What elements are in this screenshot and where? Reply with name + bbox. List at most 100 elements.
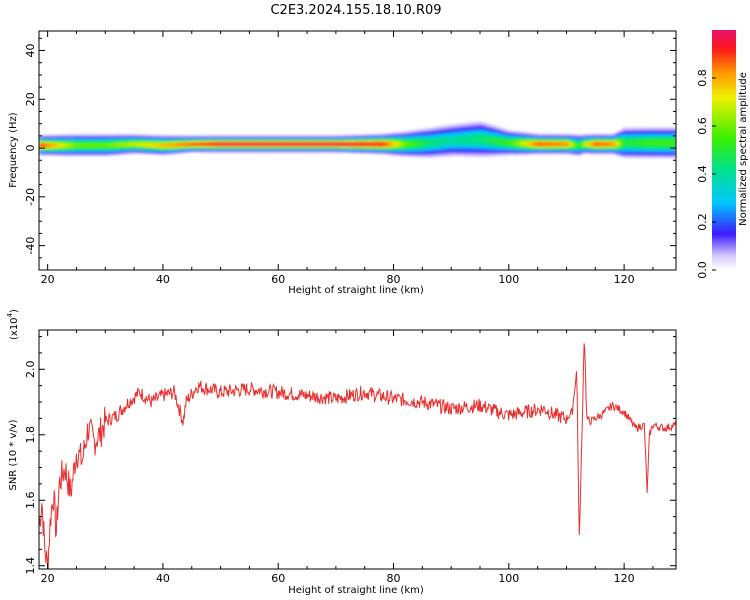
- heatmap-cell: [392, 150, 394, 153]
- heatmap-cell: [302, 144, 305, 147]
- heatmap-cell: [80, 136, 83, 138]
- heatmap-cell: [154, 146, 157, 149]
- heatmap-cell: [79, 153, 82, 156]
- heatmap-cell: [92, 135, 95, 137]
- heatmap-cell: [314, 145, 317, 148]
- heatmap-cell: [201, 144, 204, 147]
- heatmap-cell: [416, 148, 419, 151]
- heatmap-cell: [90, 148, 93, 151]
- heatmap-cell: [236, 138, 239, 140]
- heatmap-cell: [86, 144, 89, 147]
- heatmap-cell: [98, 137, 100, 140]
- heatmap-cell: [70, 137, 73, 139]
- heatmap-cell: [445, 125, 448, 127]
- heatmap-cell: [216, 137, 219, 139]
- heatmap-cell: [82, 135, 85, 137]
- heatmap-cell: [383, 153, 386, 156]
- heatmap-cell: [66, 139, 69, 141]
- heatmap-cell: [338, 142, 341, 144]
- heatmap-cell: [44, 137, 47, 140]
- heatmap-cell: [100, 150, 103, 153]
- heatmap-cell: [268, 135, 270, 138]
- heatmap-cell: [405, 137, 407, 140]
- heatmap-cell: [268, 145, 270, 148]
- heatmap-cell: [345, 151, 348, 153]
- heatmap-cell: [47, 142, 50, 145]
- heatmap-cell: [69, 135, 72, 138]
- heatmap-cell: [64, 139, 67, 141]
- heatmap-cell: [102, 150, 105, 153]
- heatmap-cell: [119, 142, 122, 145]
- heatmap-cell: [275, 145, 278, 148]
- heatmap-cell: [412, 146, 415, 149]
- heatmap-cell: [377, 145, 380, 148]
- heatmap-cell: [353, 142, 356, 145]
- heatmap-cell: [412, 139, 415, 141]
- heatmap-cell: [334, 150, 337, 153]
- heatmap-cell: [198, 143, 201, 145]
- heatmap-cell: [125, 137, 128, 139]
- heatmap-cell: [406, 131, 409, 134]
- heatmap-cell: [226, 151, 229, 154]
- heatmap-cell: [298, 151, 301, 154]
- heatmap-cell: [413, 146, 416, 149]
- heatmap-cell: [105, 148, 108, 151]
- heatmap-cell: [289, 137, 292, 139]
- heatmap-cell: [389, 139, 392, 141]
- heatmap-cell: [443, 126, 446, 128]
- heatmap-cell: [243, 145, 246, 148]
- heatmap-cell: [233, 138, 236, 140]
- heatmap-cell: [253, 150, 256, 153]
- heatmap-cell: [325, 145, 328, 148]
- heatmap-cell: [317, 144, 319, 147]
- heatmap-cell: [77, 138, 80, 141]
- heatmap-cell: [377, 149, 380, 151]
- heatmap-cell: [73, 137, 76, 139]
- heatmap-cell: [331, 140, 334, 143]
- heatmap-cell: [102, 135, 105, 137]
- heatmap-cell: [333, 143, 335, 145]
- heatmap-cell: [370, 145, 373, 147]
- heatmap-cell: [99, 141, 102, 143]
- heatmap-cell: [340, 143, 343, 146]
- heatmap-cell: [400, 153, 403, 156]
- heatmap-cell: [44, 135, 47, 137]
- heatmap-cell: [53, 149, 56, 151]
- heatmap-cell: [305, 146, 308, 149]
- heatmap-cell: [98, 136, 100, 138]
- heatmap-cell: [333, 140, 335, 143]
- heatmap-cell: [66, 145, 69, 147]
- heatmap-cell: [75, 154, 77, 157]
- heatmap-cell: [420, 133, 423, 135]
- heatmap-cell: [328, 138, 331, 140]
- heatmap-cell: [64, 137, 67, 140]
- heatmap-cell: [124, 136, 126, 138]
- heatmap-cell: [51, 141, 54, 144]
- heatmap-cell: [429, 127, 432, 129]
- heatmap-cell: [164, 152, 167, 155]
- heatmap-cell: [413, 143, 416, 145]
- heatmap-cell: [67, 143, 70, 145]
- heatmap-cell: [312, 151, 315, 154]
- heatmap-cell: [242, 148, 245, 150]
- heatmap-cell: [299, 135, 302, 138]
- heatmap-cell: [174, 134, 177, 137]
- heatmap-cell: [80, 150, 83, 153]
- heatmap-cell: [217, 151, 220, 154]
- heatmap-cell: [396, 137, 399, 139]
- heatmap-cell: [147, 152, 149, 155]
- heatmap-cell: [371, 152, 374, 155]
- heatmap-cell: [161, 145, 164, 148]
- heatmap-cell: [327, 143, 330, 145]
- heatmap-cell: [334, 151, 337, 154]
- heatmap-cell: [269, 137, 272, 139]
- heatmap-cell: [197, 144, 200, 147]
- heatmap-cell: [415, 150, 417, 153]
- heatmap-cell: [93, 136, 96, 138]
- heatmap-cell: [99, 142, 102, 145]
- heatmap-cell: [155, 149, 158, 151]
- heatmap-cell: [243, 151, 246, 154]
- heatmap-cell: [456, 137, 459, 140]
- heatmap-cell: [400, 152, 403, 155]
- heatmap-cell: [69, 137, 72, 139]
